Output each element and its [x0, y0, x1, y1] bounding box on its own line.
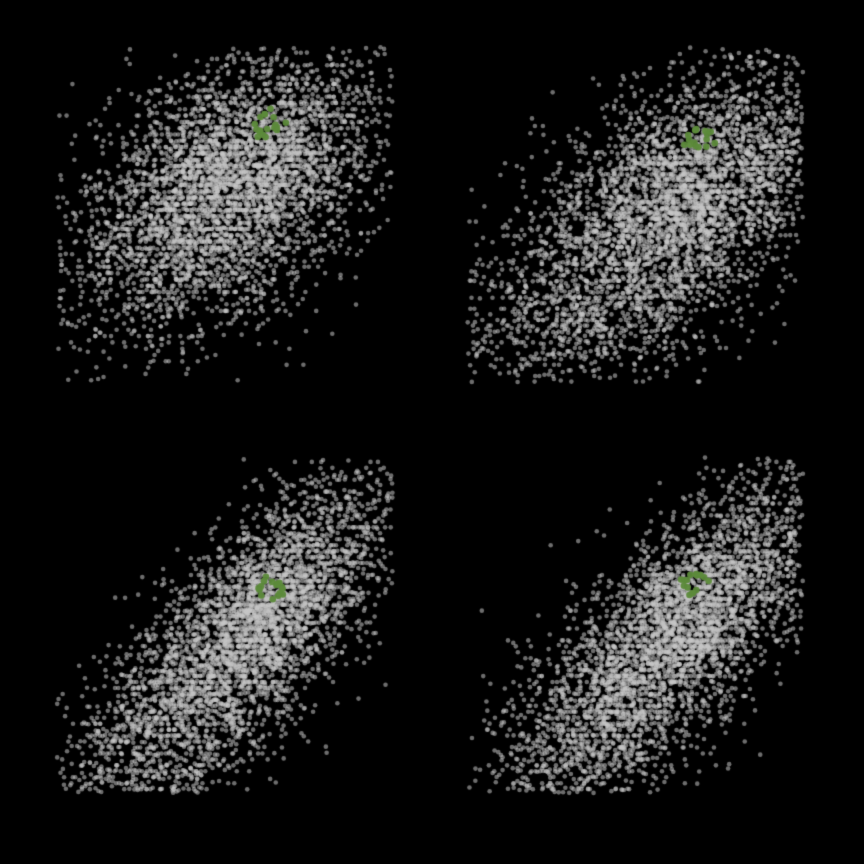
scatter-panel-top-left: [50, 40, 400, 390]
scatter-panel-bottom-left: [50, 450, 400, 800]
scatter-panel-top-right: [460, 40, 810, 390]
scatter-grid: [0, 0, 864, 864]
scatter-panel-bottom-right: [460, 450, 810, 800]
